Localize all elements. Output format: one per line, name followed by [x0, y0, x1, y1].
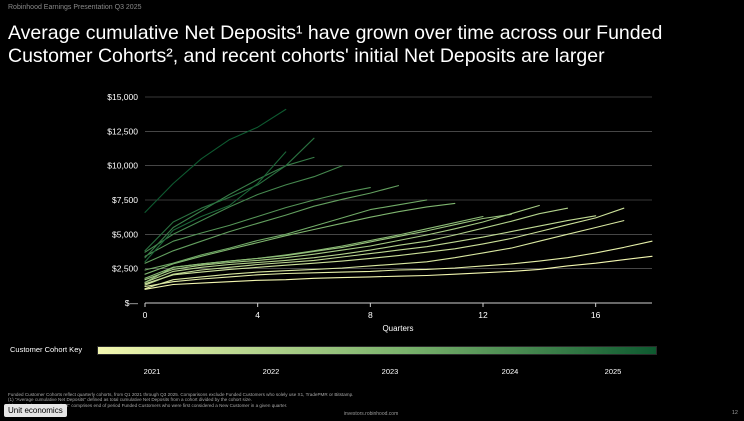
series-line-cohort-3 — [144, 220, 625, 290]
footnotes: Funded Customer Cohorts reflect quarterl… — [8, 392, 568, 408]
series-line-cohort-4 — [144, 207, 625, 285]
gridlines — [145, 96, 652, 304]
footnote-line: (1) "Average cumulative Net Deposits" de… — [8, 397, 252, 403]
y-tick-label: $7,500 — [112, 195, 138, 205]
series-line-cohort-1 — [144, 255, 653, 290]
series-lines — [144, 108, 653, 290]
cohort-key-gradient-bar — [97, 346, 657, 355]
series-line-cohort-10 — [144, 202, 456, 275]
y-tick-label: $2,500 — [112, 264, 138, 274]
slide-title: Average cumulative Net Deposits¹ have gr… — [8, 22, 663, 67]
key-year-2022: 2022 — [262, 367, 280, 376]
series-line-cohort-12 — [144, 185, 400, 264]
series-line-cohort-2 — [144, 240, 653, 288]
y-tick-label: $10,000 — [107, 161, 138, 171]
x-tick-labels: 0 4 8 12 16 — [143, 303, 601, 320]
x-tick-label: 4 — [255, 310, 260, 320]
x-tick-label: 0 — [143, 310, 148, 320]
key-year-2021: 2021 — [143, 367, 161, 376]
customer-cohort-key-label: Customer Cohort Key — [10, 345, 83, 354]
series-line-cohort-7 — [144, 204, 540, 281]
key-year-2023: 2023 — [381, 367, 399, 376]
y-tick-label: $5,000 — [112, 229, 138, 239]
series-line-cohort-9 — [144, 215, 484, 279]
series-line-cohort-16 — [144, 137, 315, 252]
x-tick-label: 12 — [478, 310, 488, 320]
series-line-cohort-14 — [144, 165, 343, 253]
y-tick-labels: $— $2,500 $5,000 $7,500 $10,000 $12,500 $15,00… — [107, 92, 138, 308]
y-tick-label: $— — [125, 298, 139, 308]
series-line-cohort-17 — [144, 151, 287, 263]
series-line-cohort-6 — [144, 207, 569, 283]
footnote-line: Funded Customer Cohorts reflect quarterl… — [8, 392, 354, 397]
investor-site-url[interactable]: investors.robinhood.com — [343, 411, 399, 417]
x-tick-label: 16 — [591, 310, 601, 320]
section-pill-unit-economics[interactable]: Unit economics — [4, 404, 67, 417]
x-axis-title: Quarters — [382, 324, 413, 333]
y-tick-label: $12,500 — [107, 126, 138, 136]
key-year-2025: 2025 — [604, 367, 622, 376]
footnote-line: (2) "Funded Customer Cohort" comprises e… — [8, 402, 288, 408]
series-line-cohort-13 — [144, 187, 371, 257]
net-deposits-chart: $— $2,500 $5,000 $7,500 $10,000 $12,500 $15,00… — [107, 92, 653, 333]
key-year-2024: 2024 — [501, 367, 519, 376]
x-tick-label: 8 — [368, 310, 373, 320]
series-line-cohort-18 — [144, 108, 287, 213]
series-line-cohort-5 — [144, 215, 597, 286]
page-number: 12 — [731, 410, 738, 416]
presentation-header: Robinhood Earnings Presentation Q3 2025 — [8, 4, 142, 11]
y-tick-label: $15,000 — [107, 92, 138, 102]
series-line-cohort-11 — [144, 199, 428, 271]
